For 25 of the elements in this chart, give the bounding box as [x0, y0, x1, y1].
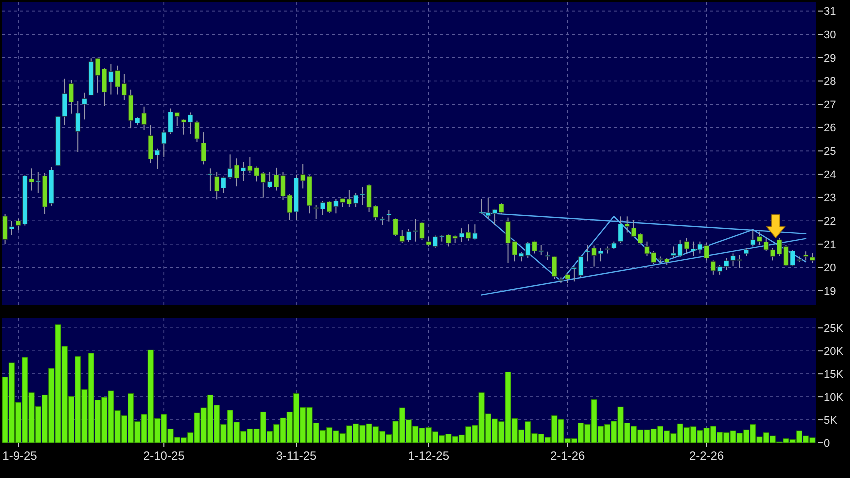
- y-tick-label: 20K: [824, 346, 844, 358]
- y-tick-label: 15K: [824, 368, 844, 381]
- y-tick-label: 0: [824, 438, 830, 450]
- x-tick-label: 2-10-25: [143, 449, 186, 463]
- y-tick-label: 29: [824, 52, 836, 65]
- y-tick-label: 5K: [824, 414, 838, 427]
- x-tick-label: 1-9-25: [2, 449, 38, 463]
- y-tick-label: 25: [824, 146, 836, 158]
- y-tick-label: 20: [824, 262, 836, 275]
- x-tick-label: 2-2-26: [689, 449, 724, 463]
- y-tick-label: 25K: [824, 322, 844, 335]
- y-tick-label: 21: [824, 239, 836, 252]
- y-tick-label: 26: [824, 122, 836, 135]
- y-tick-label: 28: [824, 76, 836, 88]
- y-tick-label: 23: [824, 192, 836, 205]
- x-tick-label: 3-11-25: [276, 449, 318, 463]
- y-tick-label: 22: [824, 216, 836, 228]
- y-tick-label: 27: [824, 99, 836, 112]
- y-tick-label: 31: [824, 6, 836, 18]
- y-tick-label: 10K: [824, 392, 844, 404]
- y-tick-label: 24: [824, 169, 836, 182]
- x-tick-label: 2-1-26: [550, 449, 586, 463]
- x-tick-label: 1-12-25: [408, 449, 450, 463]
- y-tick-label: 19: [824, 286, 836, 298]
- y-tick-label: 30: [824, 29, 836, 42]
